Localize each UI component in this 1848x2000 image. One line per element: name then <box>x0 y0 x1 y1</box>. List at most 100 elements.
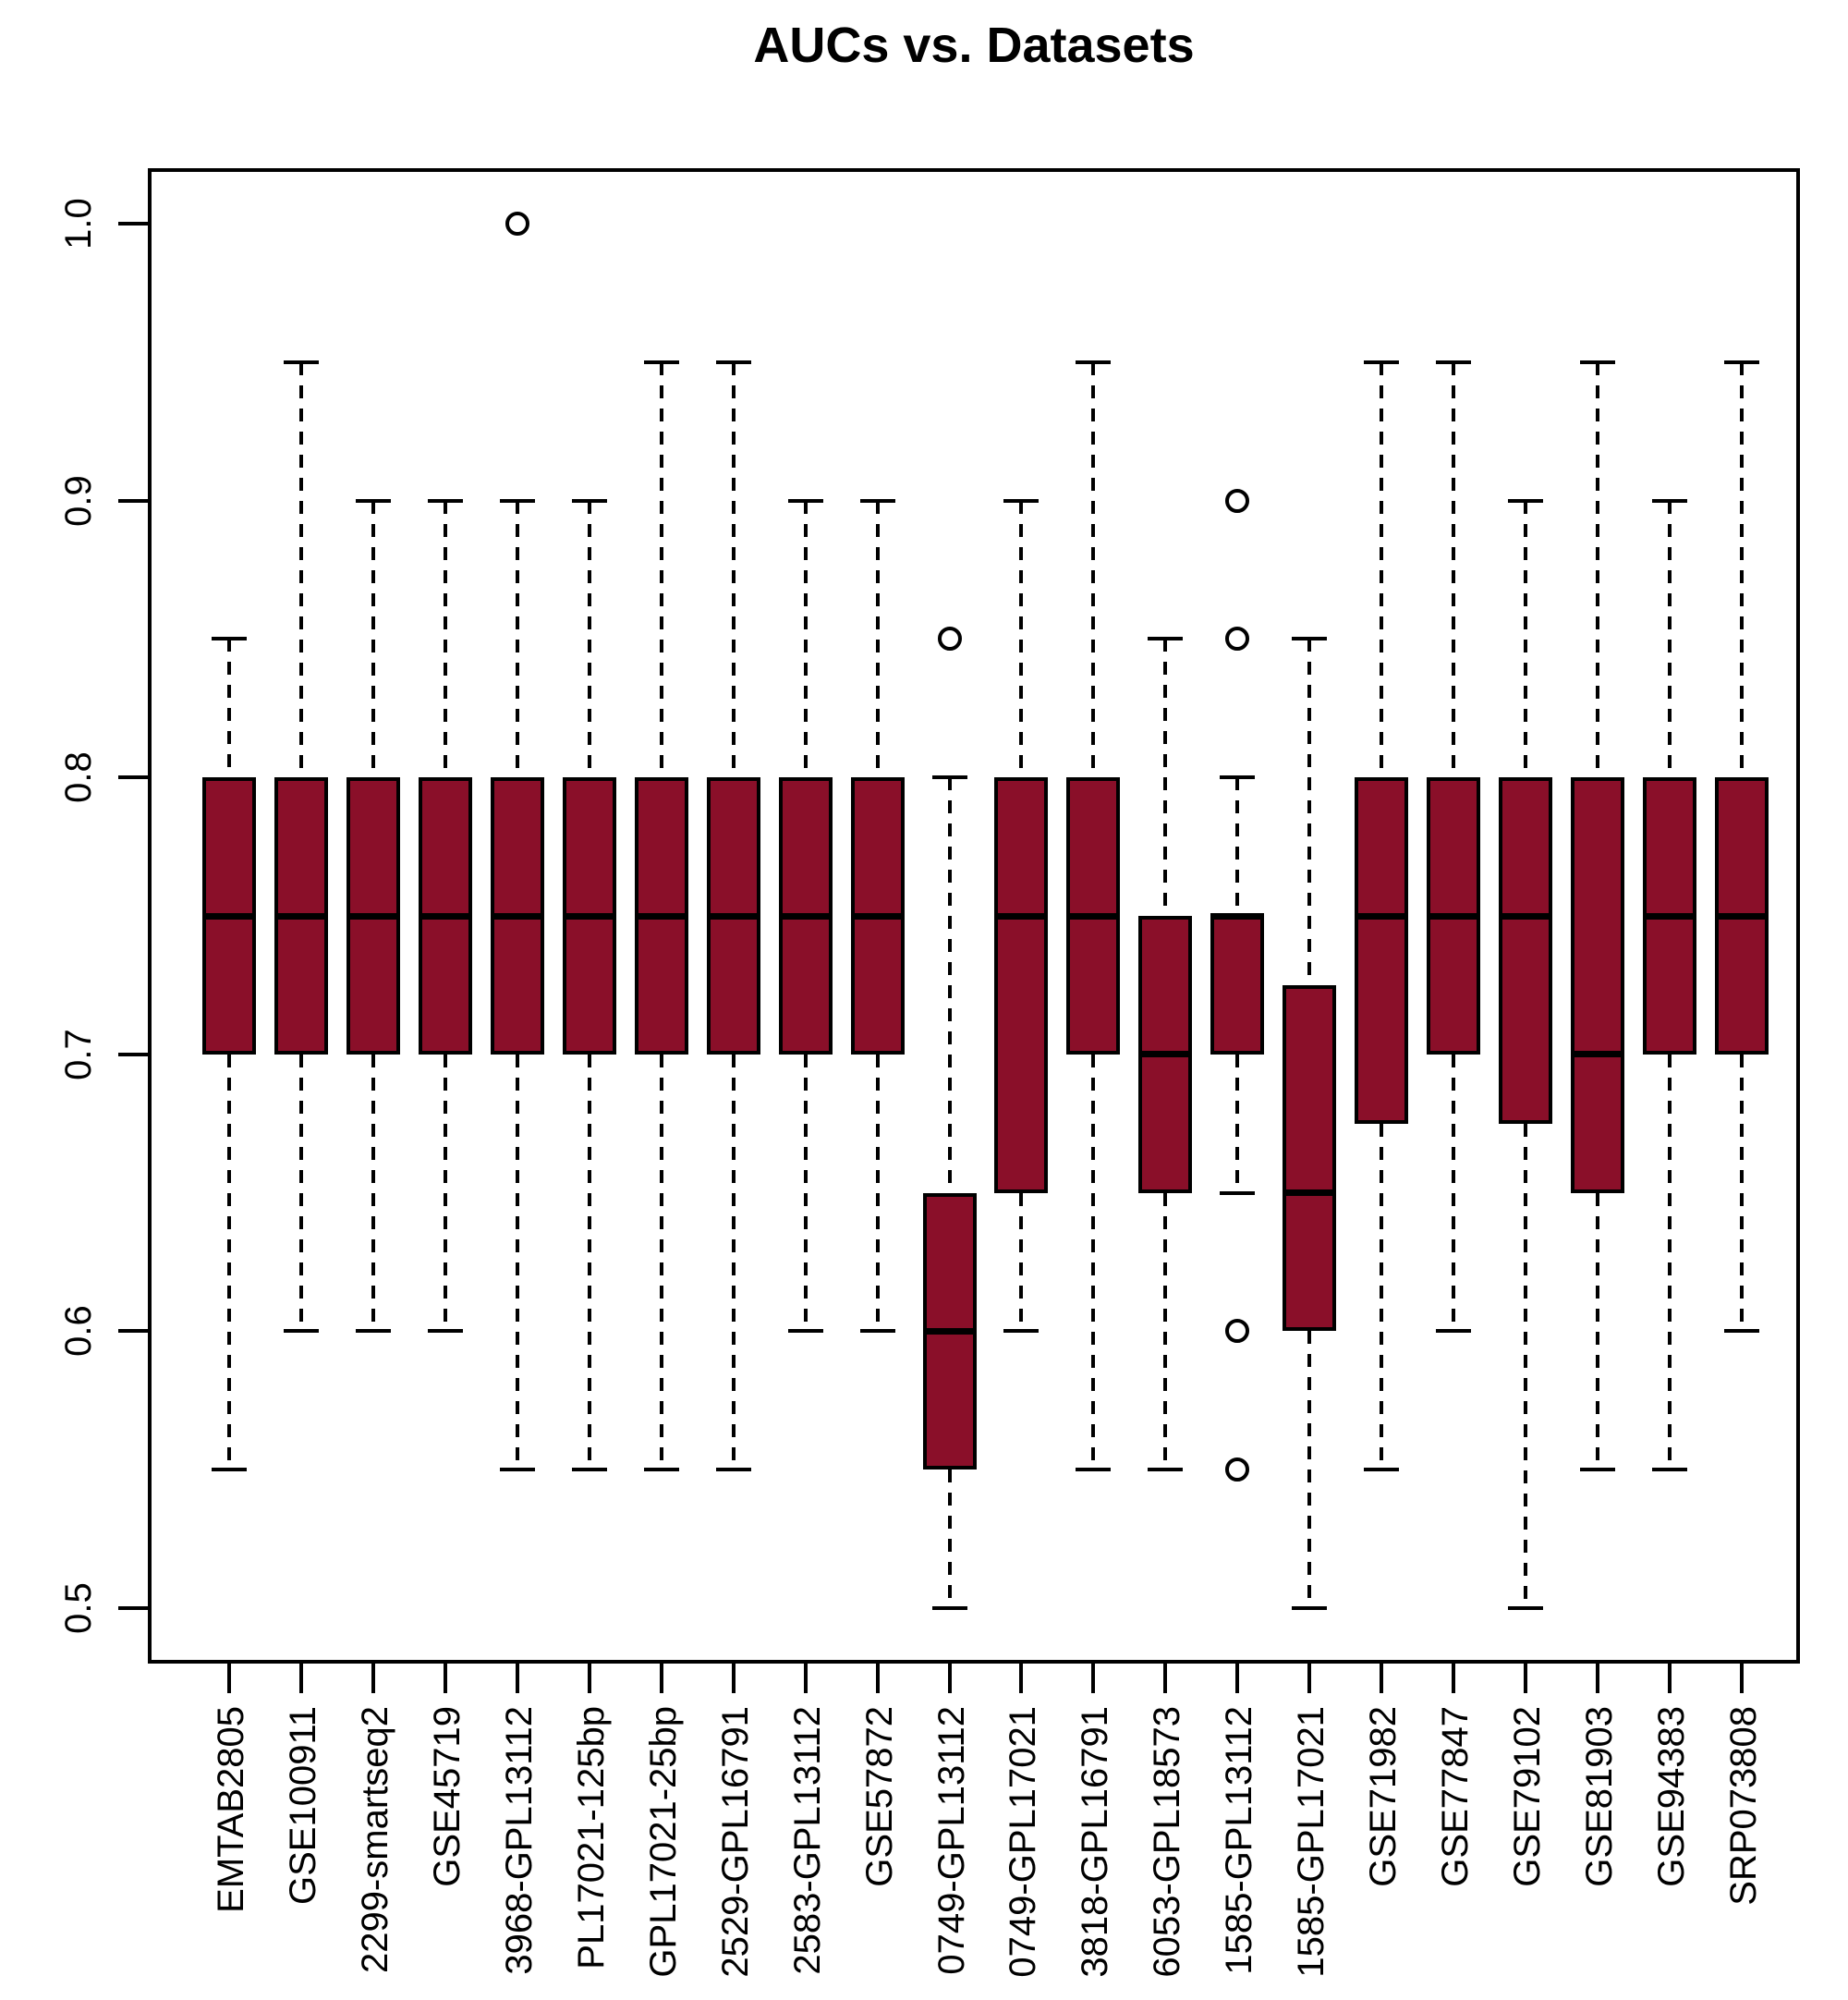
x-axis-category-label: 3818-GPL16791 <box>1075 1706 1116 1978</box>
x-axis-tick <box>659 1664 663 1693</box>
median-line <box>1283 1189 1337 1197</box>
upper-whisker-cap <box>283 360 319 364</box>
x-axis-category-label: 0749-GPL13112 <box>930 1706 972 1975</box>
x-axis-category-label: 1585-GPL17021 <box>1291 1706 1332 1978</box>
lower-whisker <box>1235 1054 1240 1193</box>
upper-whisker <box>1163 639 1168 916</box>
lower-whisker <box>875 1054 880 1332</box>
x-axis-tick <box>1235 1664 1240 1693</box>
x-axis-tick <box>1524 1664 1528 1693</box>
y-axis-tick <box>118 775 148 780</box>
upper-whisker <box>1235 777 1240 916</box>
y-axis-tick <box>118 1606 148 1611</box>
upper-whisker-cap <box>1076 360 1112 364</box>
x-axis-category-label: GSE77847 <box>1435 1706 1477 1887</box>
lower-whisker-cap <box>212 1468 247 1472</box>
lower-whisker-cap <box>1724 1329 1759 1334</box>
x-axis-tick <box>1307 1664 1312 1693</box>
upper-whisker <box>1740 361 1744 778</box>
lower-whisker <box>298 1054 303 1332</box>
upper-whisker-cap <box>1724 360 1759 364</box>
y-axis-tick-label: 1.0 <box>57 198 99 250</box>
y-axis-tick-label: 0.7 <box>57 1029 99 1080</box>
upper-whisker <box>227 639 231 778</box>
lower-whisker <box>515 1054 519 1470</box>
upper-whisker <box>803 500 808 778</box>
upper-whisker-cap <box>499 498 535 503</box>
lower-whisker-cap <box>787 1329 823 1334</box>
lower-whisker-cap <box>1652 1468 1688 1472</box>
upper-whisker <box>1596 361 1600 778</box>
x-axis-tick <box>587 1664 591 1693</box>
median-line <box>1715 912 1769 920</box>
x-axis-category-label: PL17021-125bp <box>570 1706 612 1970</box>
y-axis-tick <box>118 1052 148 1056</box>
x-axis-tick <box>1163 1664 1168 1693</box>
lower-whisker <box>731 1054 736 1470</box>
upper-whisker-cap <box>355 498 391 503</box>
median-line <box>1571 1051 1625 1058</box>
upper-whisker <box>1019 500 1024 778</box>
median-line <box>346 912 400 920</box>
x-axis-category-label: 2583-GPL13112 <box>786 1706 828 1975</box>
median-line <box>1355 912 1409 920</box>
x-axis-tick <box>1019 1664 1024 1693</box>
median-line <box>850 912 905 920</box>
lower-whisker-cap <box>1292 1606 1328 1611</box>
lower-whisker-cap <box>1508 1606 1544 1611</box>
lower-whisker <box>947 1470 952 1609</box>
lower-whisker <box>1307 1331 1312 1609</box>
median-line <box>634 912 688 920</box>
upper-whisker-cap <box>859 498 895 503</box>
upper-whisker-cap <box>1220 775 1256 780</box>
median-line <box>1066 912 1121 920</box>
box-GSE79102 <box>1499 777 1553 1124</box>
lower-whisker-cap <box>1003 1329 1040 1334</box>
x-axis-category-label: GSE81903 <box>1579 1706 1621 1887</box>
x-axis-tick <box>947 1664 952 1693</box>
upper-whisker <box>659 361 663 778</box>
outlier-point <box>1225 488 1250 513</box>
upper-whisker-cap <box>1580 360 1616 364</box>
x-axis-tick <box>298 1664 303 1693</box>
upper-whisker <box>515 500 519 778</box>
lower-whisker-cap <box>571 1468 607 1472</box>
upper-whisker-cap <box>787 498 823 503</box>
x-axis-tick <box>443 1664 447 1693</box>
y-axis-tick <box>118 1329 148 1334</box>
lower-whisker-cap <box>427 1329 463 1334</box>
upper-whisker <box>298 361 303 778</box>
x-axis-tick <box>227 1664 231 1693</box>
x-axis-category-label: GSE94383 <box>1651 1706 1693 1887</box>
upper-whisker-cap <box>571 498 607 503</box>
median-line <box>1427 912 1481 920</box>
x-axis-category-label: 2299-smartseq2 <box>354 1706 395 1974</box>
x-axis-tick <box>1596 1664 1600 1693</box>
box-GSE81903 <box>1571 777 1625 1193</box>
upper-whisker-cap <box>715 360 751 364</box>
lower-whisker <box>227 1054 231 1470</box>
upper-whisker <box>443 500 447 778</box>
outlier-point <box>937 627 962 652</box>
y-axis-tick <box>118 498 148 503</box>
x-axis-tick <box>875 1664 880 1693</box>
box-0749-GPL17021 <box>994 777 1049 1193</box>
median-line <box>706 912 760 920</box>
upper-whisker <box>1307 639 1312 985</box>
x-axis-tick <box>1452 1664 1456 1693</box>
upper-whisker <box>1668 500 1672 778</box>
lower-whisker <box>659 1054 663 1470</box>
lower-whisker-cap <box>931 1606 967 1611</box>
x-axis-tick <box>1740 1664 1744 1693</box>
lower-whisker-cap <box>1076 1468 1112 1472</box>
lower-whisker <box>1091 1054 1096 1470</box>
lower-whisker-cap <box>643 1468 679 1472</box>
x-axis-category-label: GPL17021-25bp <box>642 1706 684 1978</box>
x-axis-category-label: GSE57872 <box>858 1706 900 1887</box>
median-line <box>994 912 1049 920</box>
x-axis-category-label: GSE100911 <box>282 1706 323 1905</box>
y-axis-tick <box>118 221 148 226</box>
median-line <box>922 1327 977 1335</box>
median-line <box>1643 912 1697 920</box>
